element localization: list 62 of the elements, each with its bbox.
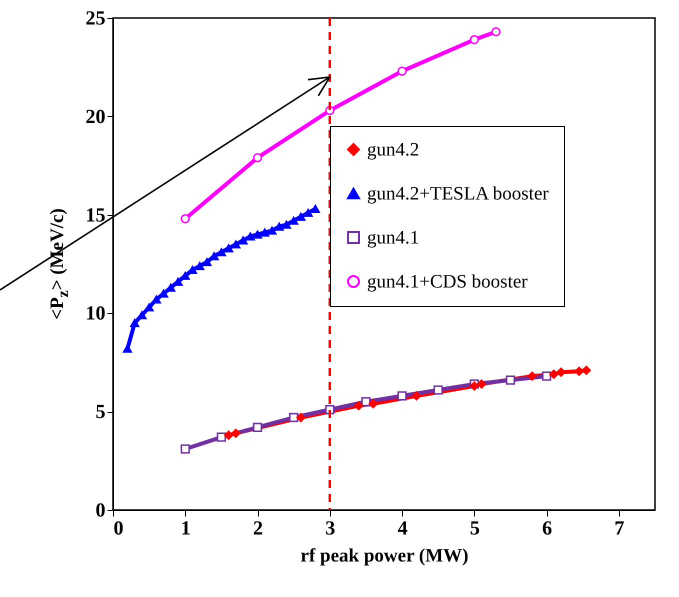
- point: [224, 244, 234, 252]
- x-tick-label: 1: [180, 518, 191, 540]
- y-tick-label: 10: [86, 302, 106, 325]
- y-tick-label: 20: [86, 106, 106, 128]
- x-axis-title: rf peak power (MW): [300, 546, 468, 566]
- point: [202, 258, 212, 266]
- point: [238, 236, 248, 244]
- point: [542, 372, 552, 381]
- point: [267, 226, 277, 235]
- point: [296, 212, 306, 221]
- y-tick-label: 0: [96, 500, 106, 522]
- point: [549, 370, 558, 379]
- point: [470, 35, 479, 44]
- x-tick-label: 4: [398, 518, 408, 540]
- point: [195, 262, 204, 270]
- point: [361, 397, 371, 406]
- x-tick-label: 6: [542, 518, 552, 540]
- y-tick-label: 15: [86, 204, 106, 226]
- point: [130, 318, 140, 328]
- point: [412, 391, 422, 400]
- point: [252, 230, 262, 239]
- point: [289, 216, 298, 225]
- point: [122, 344, 132, 353]
- point: [252, 153, 262, 162]
- point: [180, 444, 190, 454]
- point: [582, 366, 591, 375]
- point: [397, 391, 407, 400]
- point: [303, 208, 313, 217]
- point: [144, 303, 154, 312]
- legend-label: gun4.2: [367, 140, 420, 160]
- point: [137, 311, 147, 320]
- legend-label: gun4.1+CDS booster: [367, 272, 528, 292]
- point: [224, 430, 234, 440]
- point: [528, 372, 537, 381]
- point: [368, 399, 378, 408]
- legend-label: gun4.1: [367, 228, 420, 248]
- point: [152, 295, 161, 304]
- x-tick-label: 3: [325, 518, 336, 540]
- legend-label: gun4.2+TESLA booster: [367, 184, 550, 204]
- point: [556, 368, 566, 377]
- point: [231, 428, 240, 438]
- x-tick-label: 5: [470, 518, 480, 540]
- point: [252, 422, 262, 432]
- point: [397, 66, 407, 76]
- point: [180, 214, 190, 224]
- point: [354, 401, 364, 410]
- x-tick-label: 0: [114, 518, 124, 540]
- point: [282, 220, 292, 229]
- point: [289, 412, 298, 422]
- point: [506, 375, 516, 385]
- point: [260, 228, 270, 237]
- x-tick-label: 2: [253, 518, 264, 540]
- x-tick-label: 7: [614, 518, 624, 540]
- point: [296, 412, 306, 422]
- point: [216, 432, 226, 442]
- y-tick-label: 25: [86, 8, 106, 30]
- point: [216, 248, 226, 256]
- point: [476, 379, 486, 389]
- point: [434, 385, 443, 395]
- y-tick-label: 5: [96, 401, 106, 424]
- point: [491, 27, 501, 36]
- point: [274, 222, 284, 231]
